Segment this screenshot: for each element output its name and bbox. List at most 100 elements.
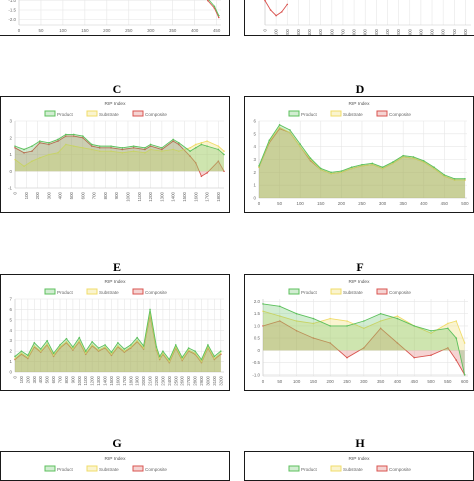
x-tick-label: 1700 (452, 28, 457, 35)
point-substrate (200, 141, 203, 144)
point-composite (65, 135, 67, 137)
panel-f: RIP Index Product Substrate Composite 2.0 1.5… (244, 274, 474, 391)
point-product (33, 342, 36, 344)
y-tick-label: -2.0 (8, 17, 16, 22)
x-tick-label: 350 (399, 201, 407, 206)
point-product (181, 356, 183, 359)
point-substrate (14, 357, 16, 360)
x-tick-label: 550 (444, 379, 452, 384)
x-tick-label: 1600 (441, 28, 446, 35)
series-line-substrate (262, 310, 466, 344)
point-substrate (149, 148, 152, 151)
point-composite (57, 140, 59, 142)
x-tick-label: 900 (114, 191, 119, 199)
legend-swatch-substrate (330, 288, 342, 295)
panel-e: RIP Index Product Substrate Composite 7 6 5 4 3 2… (0, 274, 230, 391)
series-line-composite (262, 320, 466, 376)
y-tick-label: 4 (10, 328, 13, 333)
legend-swatch-substrate (86, 110, 98, 117)
point-composite (98, 147, 101, 149)
point-product (279, 305, 281, 308)
point-substrate (65, 143, 67, 146)
legend-label-product: Product (57, 467, 74, 472)
point-product (289, 129, 291, 131)
x-tick-label: 300 (379, 201, 387, 206)
point-substrate (78, 339, 81, 342)
legend-label-composite: Composite (389, 112, 411, 117)
point-product (455, 337, 458, 339)
point-product (123, 348, 126, 350)
point-substrate (39, 350, 42, 352)
x-tick-label: 400 (420, 201, 428, 206)
point-product (194, 350, 196, 352)
point-product (48, 141, 50, 144)
point-substrate (20, 352, 23, 355)
panel-b: 0 100 200 300 400 500 600 700 800 900 1000 1100 1200… (244, 0, 474, 36)
point-substrate (217, 145, 220, 147)
point-product (422, 159, 425, 162)
x-tick-label: 50 (277, 201, 282, 206)
point-product (97, 347, 100, 349)
legend-swatch-product (288, 110, 300, 117)
chart-title: RIP Index (105, 279, 127, 285)
legend-label-product: Product (57, 112, 74, 117)
legend-label-product: Product (301, 112, 318, 117)
x-tick-label: 100 (24, 191, 29, 199)
point-product (27, 354, 29, 357)
point-substrate (84, 352, 87, 355)
legend-swatch-product (44, 465, 56, 472)
point-product (129, 344, 132, 346)
point-composite (329, 342, 332, 344)
point-product (65, 337, 68, 340)
x-tick-label: 2800 (193, 375, 198, 385)
point-product (39, 140, 41, 142)
x-tick-label: 2200 (154, 375, 159, 385)
point-product (447, 327, 449, 330)
panel-label-d: D (355, 82, 365, 96)
series-line-composite (14, 315, 222, 364)
x-tick-label: 1900 (135, 375, 140, 385)
point-substrate (46, 343, 48, 345)
point-substrate (31, 160, 33, 162)
x-tick-label: 300 (147, 28, 155, 33)
point-substrate (189, 147, 191, 149)
x-tick-label: 250 (358, 201, 366, 206)
point-substrate (346, 320, 348, 322)
point-substrate (117, 345, 119, 347)
point-substrate (168, 360, 171, 363)
point-composite (110, 147, 112, 149)
point-product (206, 145, 208, 147)
x-tick-label: 1400 (171, 191, 176, 201)
point-substrate (319, 168, 322, 171)
x-tick-label: 1700 (122, 375, 127, 385)
legend-swatch-substrate (330, 465, 342, 472)
point-product (59, 344, 61, 346)
point-substrate (381, 167, 384, 170)
point-composite (81, 136, 84, 139)
legend-label-substrate: Substrate (99, 112, 119, 117)
chart-title: RIP Index (349, 279, 371, 285)
legend-label-substrate: Substrate (343, 290, 363, 295)
x-tick-label: 3000 (205, 375, 210, 385)
x-tick-label: 900 (70, 375, 75, 383)
point-substrate (289, 131, 291, 134)
x-tick-label: 600 (461, 379, 469, 384)
series-line-product (262, 303, 466, 375)
point-product (213, 5, 216, 8)
x-tick-label: 100 (274, 28, 279, 35)
point-product (91, 143, 93, 146)
x-tick-label: 2500 (173, 375, 178, 385)
point-substrate (52, 354, 55, 357)
chart-title: RIP Index (349, 101, 371, 107)
x-tick-label: 50 (39, 28, 44, 33)
y-tick-label: 0 (254, 196, 257, 201)
legend-swatch-product (44, 110, 56, 117)
point-substrate (178, 150, 180, 152)
point-product (392, 161, 394, 163)
point-substrate (279, 315, 281, 317)
x-tick-label: 200 (35, 191, 40, 199)
point-substrate (91, 344, 93, 346)
point-composite (269, 9, 272, 11)
chart-title: RIP Index (105, 101, 127, 107)
x-tick-label: 200 (103, 28, 111, 33)
